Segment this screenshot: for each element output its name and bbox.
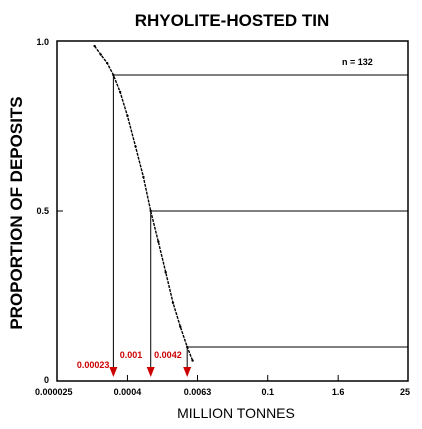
data-point [142,175,145,179]
data-point [171,301,175,304]
y-tick-label: 1.0 [36,37,49,47]
sample-size-label: n = 132 [342,57,373,67]
data-line [94,45,194,361]
data-point [112,73,115,77]
guide-lines [112,74,408,367]
data-points [93,44,194,362]
x-tick-label: 0.000025 [35,387,73,397]
x-tick-label: 1.6 [332,387,345,397]
data-point [157,240,160,243]
x-axis-label: MILLION TONNES [177,405,295,421]
x-tick-label: 0.0063 [184,387,212,397]
data-point [134,145,137,148]
annotation-group: 0.00023 0.001 0.0042 [77,350,192,377]
x-tick-label: 0.1 [261,387,274,397]
tick-group: 0.000025 0.0004 0.0063 0.1 1.6 25 0 0.5 1.0 [35,37,410,397]
annotation-label: 0.0042 [154,350,182,360]
y-tick-label: 0.5 [36,206,49,216]
data-point [126,114,129,118]
x-tick-label: 0.0004 [114,387,142,397]
annotation-label: 0.00023 [77,360,110,370]
red-arrow [146,367,155,377]
data-point [179,325,182,328]
x-tick-label: 25 [400,387,410,397]
red-arrow [109,367,118,377]
data-point [118,90,122,94]
y-tick-label: 0 [44,375,49,385]
chart-title: RHYOLITE-HOSTED TIN [135,11,330,30]
data-point [185,345,189,349]
data-point [105,61,109,65]
data-point [99,53,102,56]
data-point [191,359,194,362]
annotation-label: 0.001 [120,350,143,360]
data-point [164,271,167,274]
red-arrow [183,367,192,377]
data-point [93,44,96,48]
data-point [149,209,152,213]
y-axis-label: PROPORTION OF DEPOSITS [7,96,26,329]
